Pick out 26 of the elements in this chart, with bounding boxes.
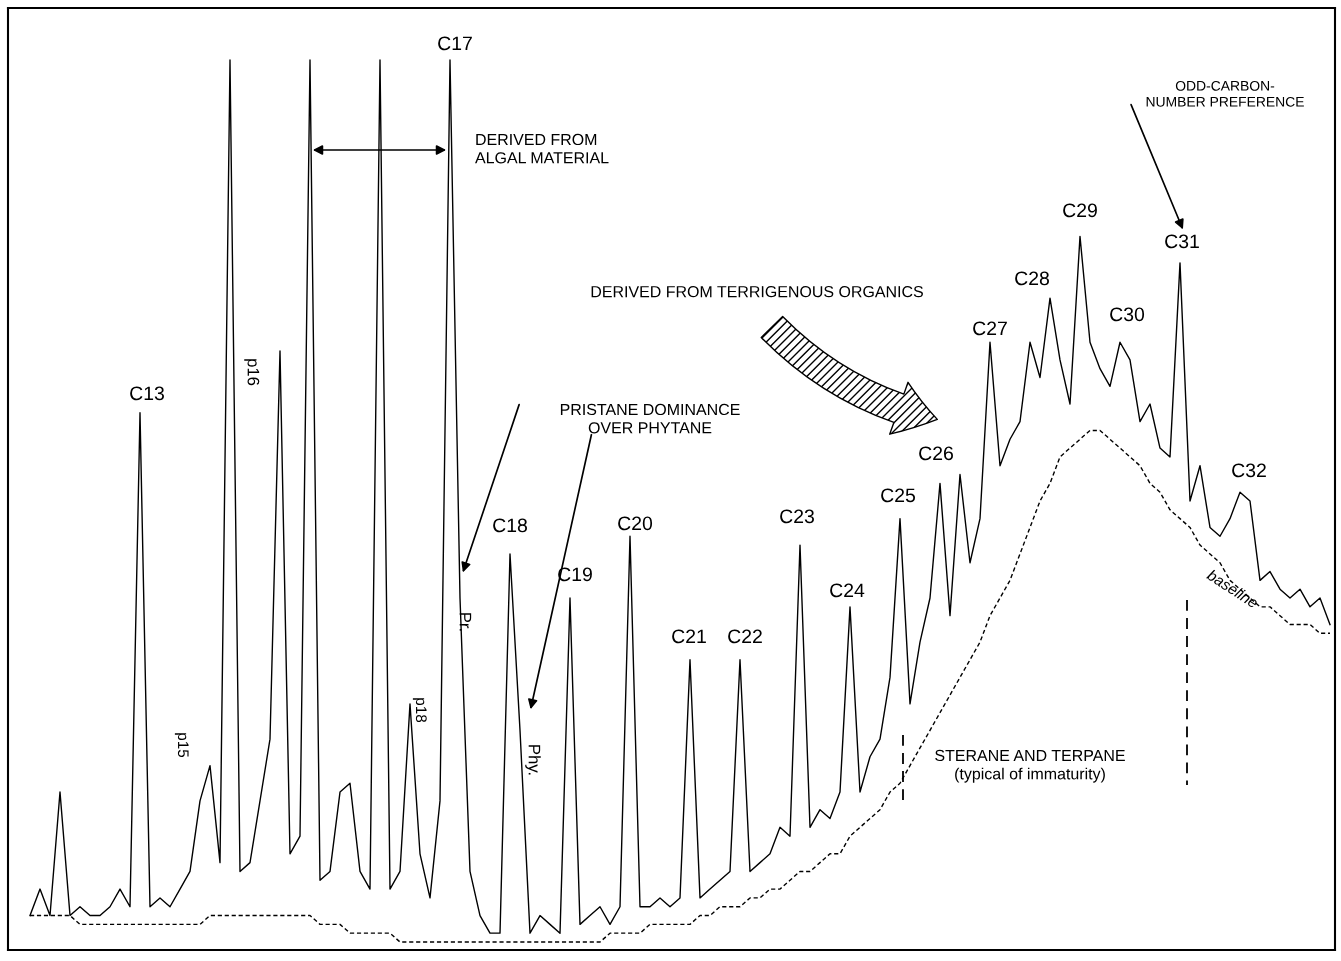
- annotation: C13: [130, 386, 164, 401]
- annotation: Phy.: [525, 745, 541, 775]
- annotation: p16: [244, 359, 260, 386]
- annotation: DERIVED FROM TERRIGENOUS ORGANICS: [591, 285, 923, 298]
- annotation: p18: [412, 698, 427, 723]
- annotation: C23: [780, 509, 814, 524]
- annotation: C30: [1110, 307, 1145, 322]
- annotation: C32: [1232, 463, 1266, 478]
- annotation: C18: [493, 518, 527, 533]
- annotation: PRISTANE DOMINANCE OVER PHYTANE: [560, 403, 740, 434]
- annotation: C20: [618, 516, 653, 531]
- text: C17: [438, 36, 472, 51]
- annotation: C24: [830, 583, 865, 598]
- annotation: C31: [1165, 234, 1199, 249]
- annotation: C21: [672, 629, 706, 644]
- annotation: STERANE AND TERPANE (typical of immaturity): [935, 749, 1125, 783]
- annotation: ODD-CARBON- NUMBER PREFERENCE: [1146, 80, 1304, 107]
- annotation: C25: [881, 488, 916, 503]
- annotation: p15: [174, 733, 189, 758]
- annotation: Pr.: [459, 613, 472, 631]
- annotation: C29: [1063, 203, 1097, 218]
- annotation: C26: [919, 446, 953, 461]
- annotation: DERIVED FROM ALGAL MATERIAL: [475, 133, 609, 164]
- annotation: C28: [1015, 271, 1049, 286]
- annotation: C22: [728, 629, 762, 644]
- annotation: C27: [973, 321, 1007, 336]
